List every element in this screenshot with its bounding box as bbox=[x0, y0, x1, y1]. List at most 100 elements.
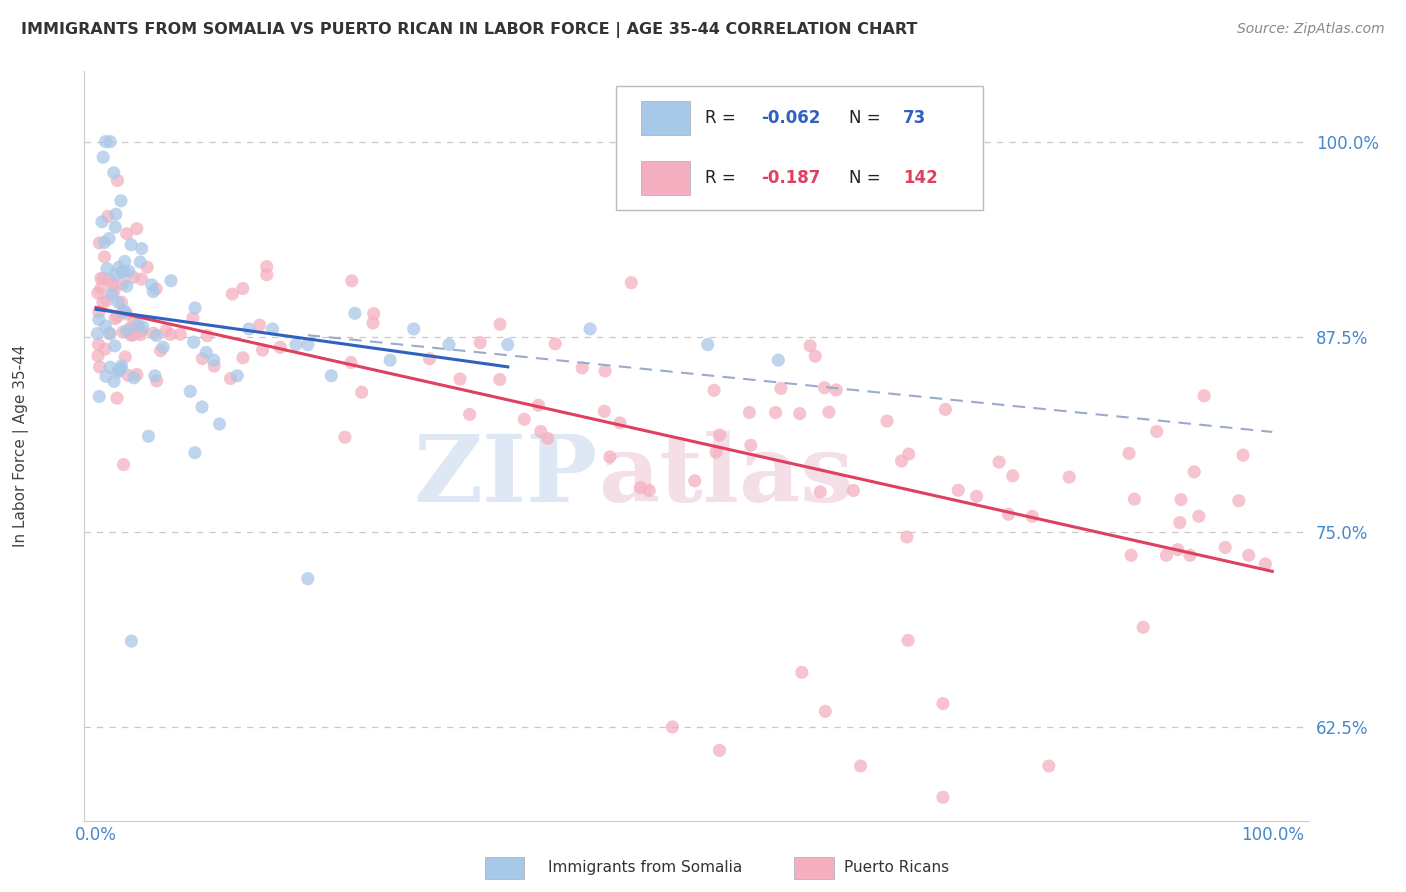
Point bbox=[184, 301, 207, 315]
Point bbox=[152, 340, 174, 354]
Point bbox=[208, 417, 231, 431]
Point bbox=[350, 385, 373, 400]
Point bbox=[115, 324, 138, 338]
Text: R =: R = bbox=[704, 169, 741, 187]
Point bbox=[1001, 468, 1024, 483]
Point bbox=[89, 390, 111, 404]
Point bbox=[145, 282, 167, 296]
Point bbox=[108, 363, 131, 377]
Point bbox=[769, 382, 792, 396]
Point bbox=[98, 326, 121, 341]
Point bbox=[98, 272, 121, 286]
Point bbox=[101, 277, 124, 292]
Point bbox=[256, 268, 278, 282]
Point bbox=[544, 336, 567, 351]
Point bbox=[93, 250, 115, 264]
Point bbox=[90, 281, 112, 295]
Point bbox=[1057, 470, 1080, 484]
Point bbox=[107, 173, 129, 187]
Point bbox=[93, 235, 115, 250]
Point bbox=[988, 455, 1011, 469]
Point bbox=[638, 483, 661, 498]
Point bbox=[571, 360, 593, 375]
Point bbox=[115, 307, 138, 321]
Point bbox=[90, 271, 112, 285]
Point bbox=[333, 430, 356, 444]
Point bbox=[527, 398, 550, 412]
Point bbox=[181, 311, 204, 326]
Point bbox=[1132, 620, 1154, 634]
Point bbox=[897, 633, 920, 648]
Point bbox=[343, 306, 366, 320]
Point bbox=[169, 327, 191, 342]
Point bbox=[110, 361, 132, 376]
Point bbox=[127, 318, 149, 332]
Point bbox=[110, 295, 132, 310]
Point bbox=[340, 274, 363, 288]
FancyBboxPatch shape bbox=[616, 87, 983, 210]
Point bbox=[111, 277, 134, 291]
Point bbox=[149, 343, 172, 358]
Point bbox=[107, 260, 129, 275]
Point bbox=[111, 305, 134, 319]
Point bbox=[118, 264, 141, 278]
Point bbox=[402, 322, 425, 336]
Point bbox=[129, 255, 152, 269]
Point bbox=[458, 408, 481, 422]
Point bbox=[765, 406, 787, 420]
Point bbox=[94, 318, 117, 333]
Point bbox=[932, 697, 955, 711]
Point bbox=[808, 484, 831, 499]
Point bbox=[120, 237, 142, 252]
Point bbox=[114, 254, 136, 268]
Point bbox=[1021, 509, 1043, 524]
Point bbox=[91, 295, 114, 310]
Point bbox=[1182, 465, 1205, 479]
Point bbox=[96, 293, 118, 308]
Point bbox=[127, 320, 149, 334]
Point bbox=[593, 364, 616, 378]
Point bbox=[418, 351, 440, 366]
Point bbox=[661, 720, 683, 734]
Point bbox=[104, 220, 127, 235]
Point bbox=[136, 260, 159, 275]
Point bbox=[129, 327, 152, 342]
Point bbox=[86, 326, 108, 341]
Point bbox=[87, 286, 110, 301]
Point bbox=[814, 704, 837, 718]
Point bbox=[110, 194, 132, 208]
Point bbox=[818, 405, 841, 419]
Point bbox=[87, 349, 110, 363]
Text: Source: ZipAtlas.com: Source: ZipAtlas.com bbox=[1237, 22, 1385, 37]
Point bbox=[703, 384, 725, 398]
Point bbox=[98, 231, 121, 245]
Point bbox=[252, 343, 274, 357]
Point bbox=[120, 321, 142, 335]
Point bbox=[138, 429, 160, 443]
Point bbox=[321, 368, 343, 383]
Point bbox=[813, 381, 835, 395]
Point bbox=[238, 322, 260, 336]
Point bbox=[107, 295, 129, 310]
Point bbox=[179, 384, 201, 399]
Point bbox=[709, 428, 731, 442]
Point bbox=[537, 432, 560, 446]
Point bbox=[87, 305, 110, 319]
Point bbox=[738, 405, 761, 419]
Text: N =: N = bbox=[849, 109, 886, 128]
Point bbox=[630, 481, 652, 495]
Point bbox=[609, 416, 631, 430]
Point bbox=[104, 339, 127, 353]
Point bbox=[704, 445, 727, 459]
Point bbox=[513, 412, 536, 426]
Point bbox=[202, 359, 225, 373]
Point bbox=[997, 507, 1019, 521]
Point bbox=[496, 337, 519, 351]
Point bbox=[825, 383, 848, 397]
Point bbox=[98, 326, 121, 341]
Point bbox=[89, 359, 111, 374]
Point bbox=[470, 335, 492, 350]
Point bbox=[115, 279, 138, 293]
Point bbox=[1156, 548, 1178, 562]
Point bbox=[100, 287, 122, 301]
